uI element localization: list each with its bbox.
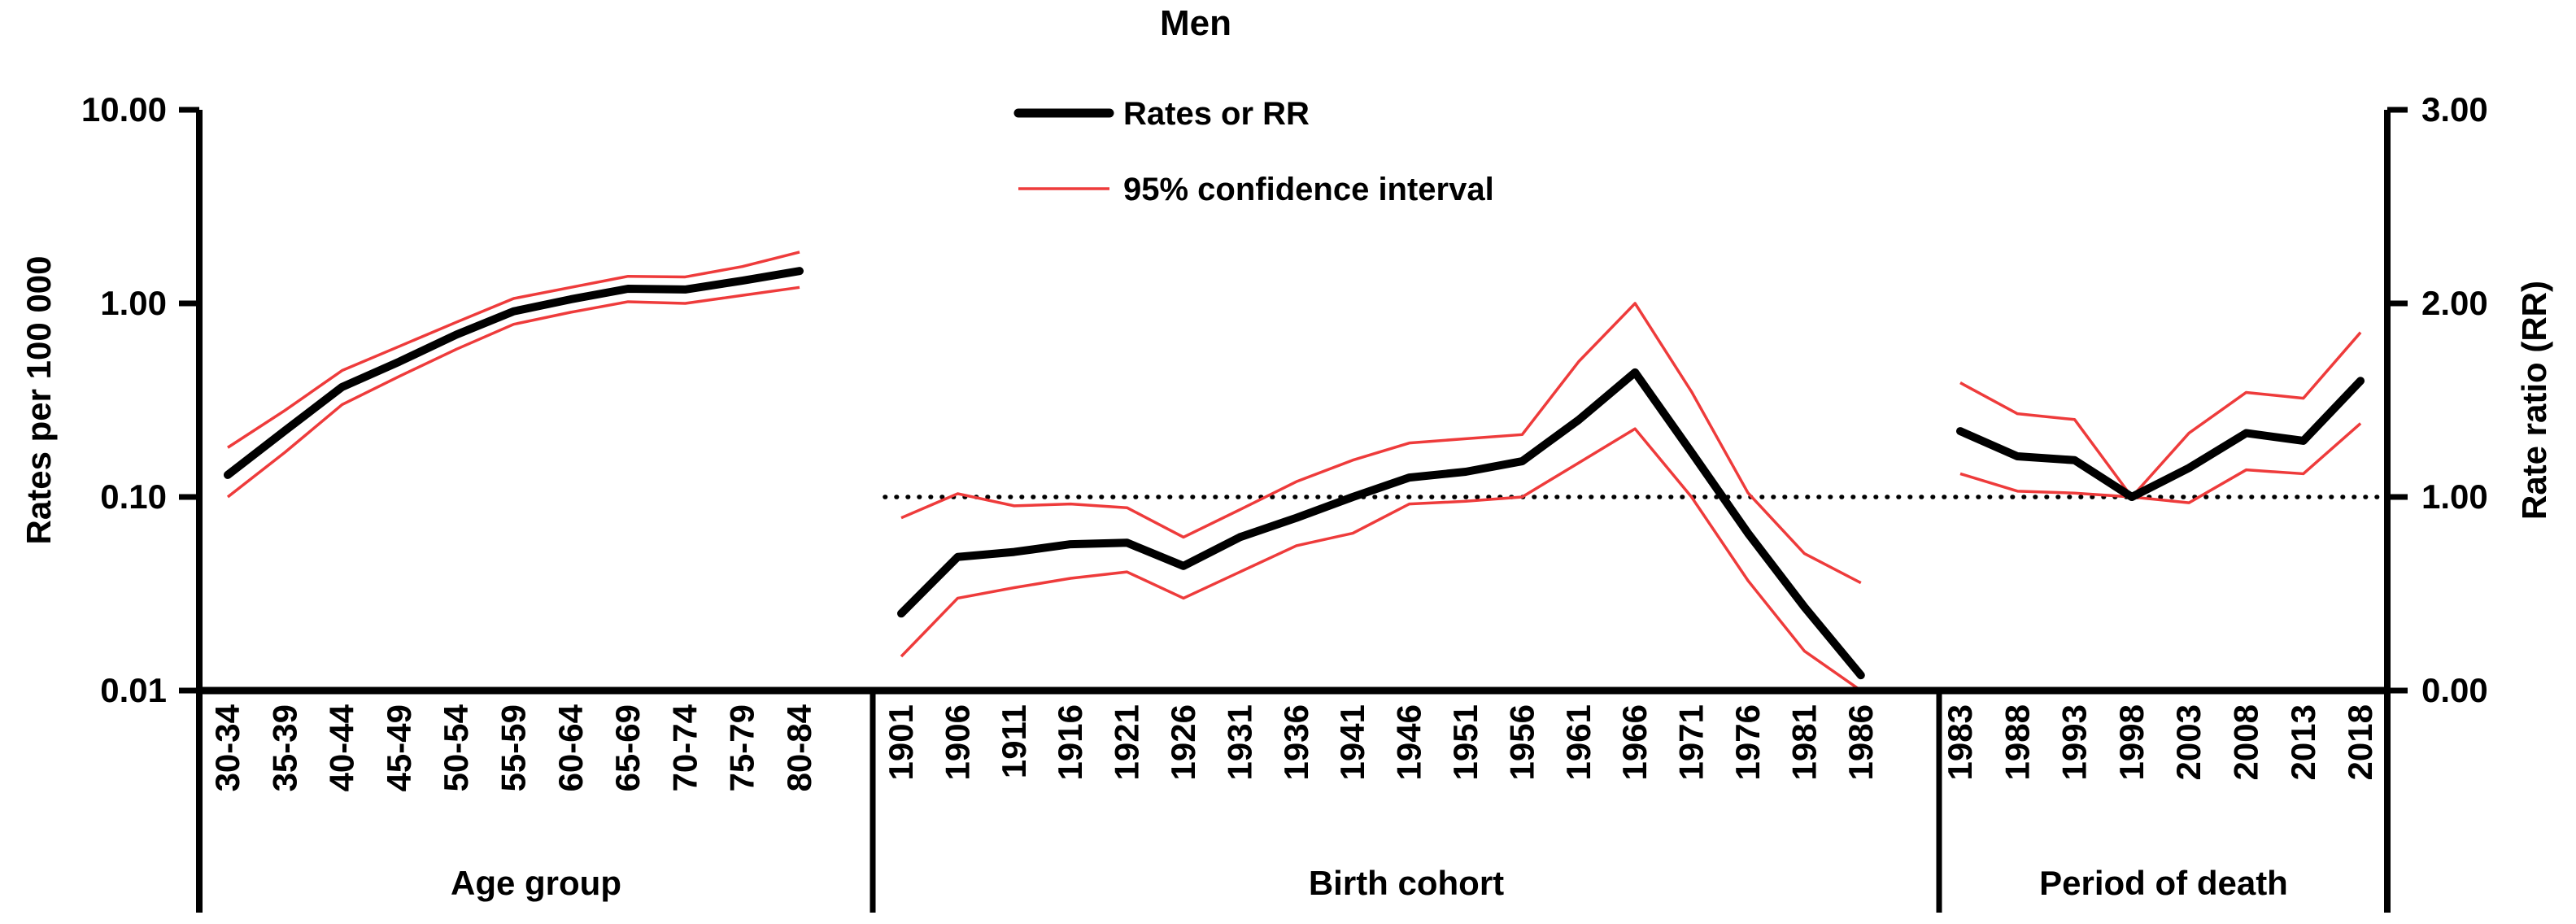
ci-upper-line-age (227, 251, 800, 449)
x-tick-label-age: 80-84 (780, 704, 818, 791)
x-tick-label-cohort: 1906 (938, 704, 976, 780)
x-tick-label-age: 35-39 (265, 704, 303, 791)
right-axis-tick-label: 0.00 (2421, 671, 2488, 709)
left-axis-tick-label: 10.00 (81, 90, 167, 129)
x-tick-label-period: 1998 (2112, 704, 2151, 780)
x-tick-label-cohort: 1921 (1108, 704, 1146, 780)
left-axis-tick-label: 0.01 (100, 671, 167, 709)
panel-caption-period-of-death: Period of death (2039, 864, 2288, 902)
x-tick-label-cohort: 1956 (1502, 704, 1541, 780)
x-tick-label-period: 2008 (2227, 704, 2265, 780)
left-axis-caption: Rates per 100 000 (20, 256, 58, 545)
x-tick-label-age: 55-59 (495, 704, 533, 791)
x-tick-label-period: 2018 (2341, 704, 2379, 780)
x-tick-label-period: 2013 (2284, 704, 2322, 780)
legend-label-ci: 95% confidence interval (1123, 172, 1494, 207)
x-tick-label-cohort: 1976 (1728, 704, 1767, 780)
ci-lower-line-age (226, 285, 800, 499)
x-tick-label-cohort: 1971 (1672, 704, 1711, 780)
legend-label-rates: Rates or RR (1123, 96, 1310, 132)
x-tick-label-age: 60-64 (551, 704, 590, 791)
x-tick-label-cohort: 1901 (882, 704, 920, 780)
x-tick-label-cohort: 1926 (1164, 704, 1202, 780)
x-tick-label-period: 2003 (2169, 704, 2208, 780)
right-axis-tick-label: 3.00 (2421, 90, 2488, 129)
panel-caption-birth-cohort: Birth cohort (1309, 864, 1504, 902)
x-tick-label-cohort: 1981 (1785, 704, 1823, 780)
x-tick-label-age: 70-74 (665, 704, 704, 791)
x-tick-label-period: 1993 (2055, 704, 2094, 780)
x-tick-label-cohort: 1911 (995, 704, 1033, 778)
right-axis-tick-label: 1.00 (2421, 477, 2488, 516)
x-tick-label-age: 45-49 (380, 704, 418, 791)
x-tick-label-cohort: 1941 (1333, 704, 1371, 780)
ci-upper-line-cohort (900, 302, 1862, 585)
x-tick-label-cohort: 1916 (1051, 704, 1089, 780)
rate-line-cohort (897, 368, 1865, 680)
x-tick-label-period: 1983 (1941, 704, 1979, 780)
x-tick-label-age: 50-54 (437, 704, 475, 791)
ci-upper-line-period (1959, 331, 2362, 499)
left-axis-tick-label: 0.10 (100, 477, 167, 516)
left-axis-tick-label: 1.00 (100, 284, 167, 322)
x-tick-label-cohort: 1936 (1277, 704, 1315, 780)
x-tick-label-cohort: 1951 (1446, 704, 1484, 780)
ci-lower-line-period (1959, 422, 2362, 504)
chart-title: Men (1160, 3, 1231, 43)
panel-caption-age-group: Age group (451, 864, 621, 902)
x-tick-label-period: 1988 (1998, 704, 2036, 780)
x-tick-label-cohort: 1966 (1615, 704, 1654, 780)
x-tick-label-cohort: 1931 (1220, 704, 1258, 780)
x-tick-label-age: 40-44 (323, 704, 361, 791)
x-tick-label-age: 65-69 (608, 704, 647, 791)
x-tick-label-age: 75-79 (723, 704, 761, 791)
legend: Rates or RR 95% confidence interval (1013, 96, 1494, 207)
rate-line-period (1956, 377, 2365, 501)
right-axis-caption: Rate ratio (RR) (2515, 281, 2553, 520)
x-tick-label-cohort: 1946 (1390, 704, 1428, 780)
x-tick-label-cohort: 1961 (1559, 704, 1597, 780)
plot-area: 30-34 35-39 40-44 45-49 50-54 55-59 60-64 65-69… (81, 90, 2488, 913)
x-tick-label-cohort: 1986 (1842, 704, 1880, 780)
right-axis-tick-label: 2.00 (2421, 284, 2488, 322)
rate-line-age (224, 267, 804, 479)
ci-lower-line-cohort (900, 427, 1862, 692)
x-tick-label-age: 30-34 (208, 704, 246, 791)
